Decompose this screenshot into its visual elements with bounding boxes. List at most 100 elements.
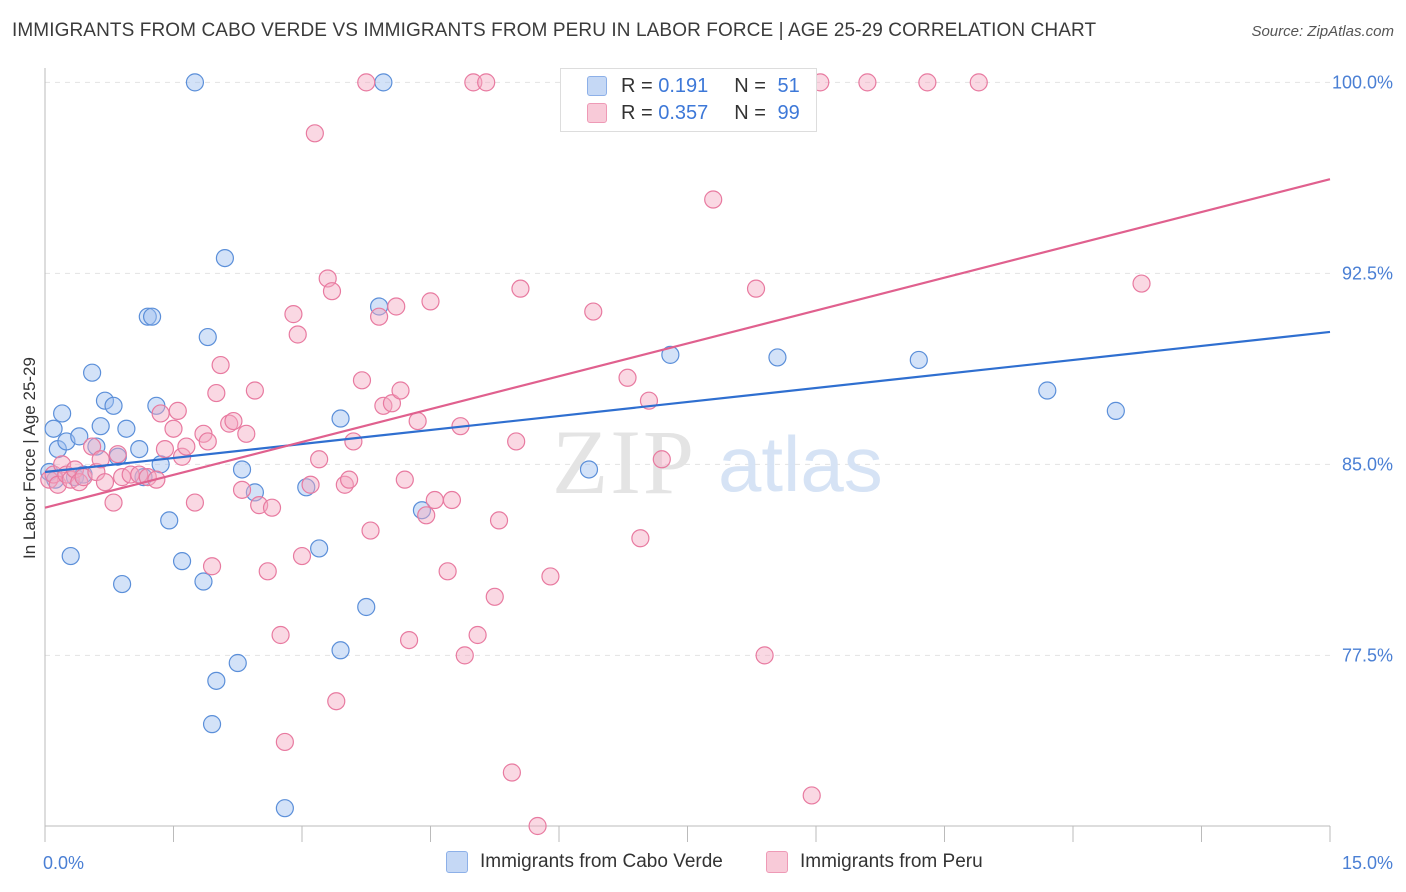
y-tick-label: 85.0% — [1342, 454, 1393, 474]
data-point-peru — [310, 450, 329, 469]
watermark-atlas: atlas — [718, 420, 883, 508]
legend-r-value: 0.357 — [658, 101, 709, 124]
legend-r-value: 0.191 — [658, 74, 709, 97]
data-point-peru — [387, 297, 406, 316]
data-point-peru — [288, 325, 307, 344]
series-legend: Immigrants from Cabo Verde Immigrants fr… — [0, 851, 1406, 877]
data-point-cabo-verde — [310, 539, 329, 558]
data-point-cabo-verde — [70, 427, 89, 446]
data-point-peru — [151, 404, 170, 423]
series-cabo-verde — [40, 73, 1125, 818]
data-point-peru — [485, 587, 504, 606]
legend-label-peru: Immigrants from Peru — [800, 851, 983, 872]
data-point-peru — [344, 432, 363, 451]
data-point-peru — [1132, 274, 1151, 293]
data-point-peru — [438, 562, 457, 581]
data-point-peru — [164, 419, 183, 438]
data-point-cabo-verde — [374, 73, 393, 92]
data-point-peru — [370, 307, 389, 326]
data-point-peru — [258, 562, 277, 581]
source-label: Source: ZipAtlas.com — [1251, 23, 1394, 40]
data-point-cabo-verde — [202, 715, 222, 734]
data-point-cabo-verde — [172, 552, 192, 571]
watermark: ZIP atlas — [552, 411, 883, 513]
legend-n-value: 51 — [777, 74, 800, 97]
data-point-peru — [421, 292, 440, 311]
data-point-cabo-verde — [117, 419, 136, 438]
data-point-peru — [91, 450, 110, 469]
data-point-peru — [305, 124, 324, 143]
data-point-peru — [477, 73, 496, 92]
legend-n-value: 99 — [777, 101, 800, 124]
legend-n-label: N = — [734, 74, 772, 97]
data-point-peru — [528, 816, 547, 836]
legend-row-cabo-verde: R = 0.191 N = 51 — [561, 73, 800, 99]
data-point-peru — [746, 279, 766, 298]
legend-r-label: R = — [621, 101, 659, 124]
data-point-peru — [352, 371, 372, 390]
legend-swatch-cabo-verde — [587, 76, 607, 96]
series-peru — [40, 73, 1151, 836]
data-point-cabo-verde — [661, 345, 680, 364]
data-point-peru — [507, 432, 526, 451]
data-point-cabo-verde — [579, 460, 599, 479]
data-point-peru — [382, 394, 402, 413]
data-point-cabo-verde — [160, 511, 179, 530]
data-point-peru — [618, 368, 637, 387]
data-point-peru — [108, 445, 127, 464]
data-point-cabo-verde — [138, 307, 157, 326]
data-point-peru — [357, 73, 376, 92]
data-point-peru — [541, 567, 560, 586]
data-point-cabo-verde — [130, 439, 149, 459]
data-point-peru — [442, 490, 462, 510]
data-point-peru — [802, 786, 821, 805]
data-point-peru — [275, 732, 294, 752]
trend-lines — [44, 178, 1331, 509]
data-point-cabo-verde — [275, 799, 294, 818]
data-point-cabo-verde — [61, 546, 80, 566]
data-point-peru — [399, 630, 419, 650]
data-point-peru — [391, 381, 410, 400]
y-tick-label: 77.5% — [1342, 645, 1393, 665]
data-point-cabo-verde — [95, 391, 115, 410]
data-point-peru — [361, 521, 380, 540]
data-point-peru — [584, 302, 603, 321]
data-point-cabo-verde — [207, 671, 226, 690]
data-point-peru — [455, 646, 474, 665]
data-point-peru — [271, 625, 290, 645]
data-point-peru — [340, 470, 359, 489]
data-point-peru — [417, 506, 436, 525]
data-point-cabo-verde — [185, 73, 205, 92]
data-point-cabo-verde — [53, 404, 72, 423]
data-point-cabo-verde — [331, 409, 350, 428]
data-point-peru — [652, 450, 671, 469]
axes — [44, 68, 1331, 842]
data-point-peru — [232, 480, 252, 499]
data-point-peru — [704, 190, 723, 209]
data-point-peru — [755, 646, 774, 665]
data-point-cabo-verde — [112, 574, 132, 594]
data-point-peru — [83, 437, 102, 456]
data-point-cabo-verde — [104, 396, 123, 415]
data-point-peru — [631, 529, 650, 548]
data-point-peru — [262, 498, 282, 517]
gridlines — [45, 81, 1330, 656]
data-point-peru — [511, 279, 530, 298]
data-point-cabo-verde — [909, 350, 928, 370]
data-point-cabo-verde — [357, 597, 376, 617]
data-point-cabo-verde — [228, 653, 247, 673]
y-tick-label: 92.5% — [1342, 263, 1393, 283]
data-point-peru — [322, 282, 342, 301]
data-point-cabo-verde — [91, 417, 110, 436]
y-tick-labels: 77.5% 85.0% 92.5% 100.0% — [1332, 72, 1393, 665]
legend-swatch-cabo-verde — [446, 851, 468, 873]
legend-swatch-peru — [766, 851, 788, 873]
data-point-peru — [284, 305, 303, 324]
data-point-peru — [918, 73, 937, 92]
data-point-peru — [237, 424, 256, 443]
trend-line-cabo-verde — [44, 330, 1331, 474]
data-point-peru — [858, 73, 877, 92]
data-point-cabo-verde — [331, 641, 350, 660]
legend-n-label: N = — [734, 101, 772, 124]
data-point-peru — [224, 411, 243, 431]
